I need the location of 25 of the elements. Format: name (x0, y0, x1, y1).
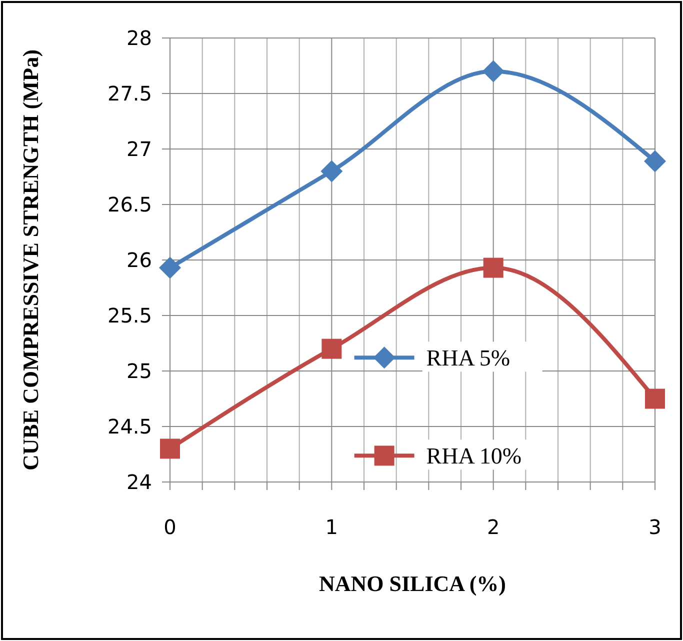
legend-label: RHA 5% (426, 346, 510, 371)
y-tick-label: 28 (126, 26, 152, 50)
x-tick-label: 1 (325, 515, 338, 539)
point (644, 150, 666, 172)
point (159, 256, 181, 279)
point (160, 438, 180, 459)
y-tick-label: 27.5 (107, 82, 152, 106)
point (320, 160, 343, 182)
y-axis-title: CUBE COMPRESSIVE STRENGTH (MPa) (18, 49, 43, 471)
x-tick-label: 2 (486, 515, 500, 539)
x-tick-label: 0 (164, 515, 176, 539)
y-tick-label: 27 (126, 137, 152, 161)
x-axis-title: NANO SILICA (%) (318, 571, 506, 596)
point (483, 258, 504, 278)
point (322, 338, 342, 359)
point (645, 388, 665, 409)
y-tick-label: 24.5 (107, 414, 152, 438)
y-tick-label: 25.5 (107, 304, 152, 328)
y-tick-label: 26.5 (107, 192, 152, 216)
x-tick-label: 3 (648, 515, 662, 539)
point (482, 60, 504, 82)
y-tick-label: 24 (126, 470, 152, 494)
y-tick-label: 26 (126, 248, 152, 272)
legend-label: RHA 10% (426, 444, 522, 469)
y-tick-label: 25 (126, 359, 152, 383)
